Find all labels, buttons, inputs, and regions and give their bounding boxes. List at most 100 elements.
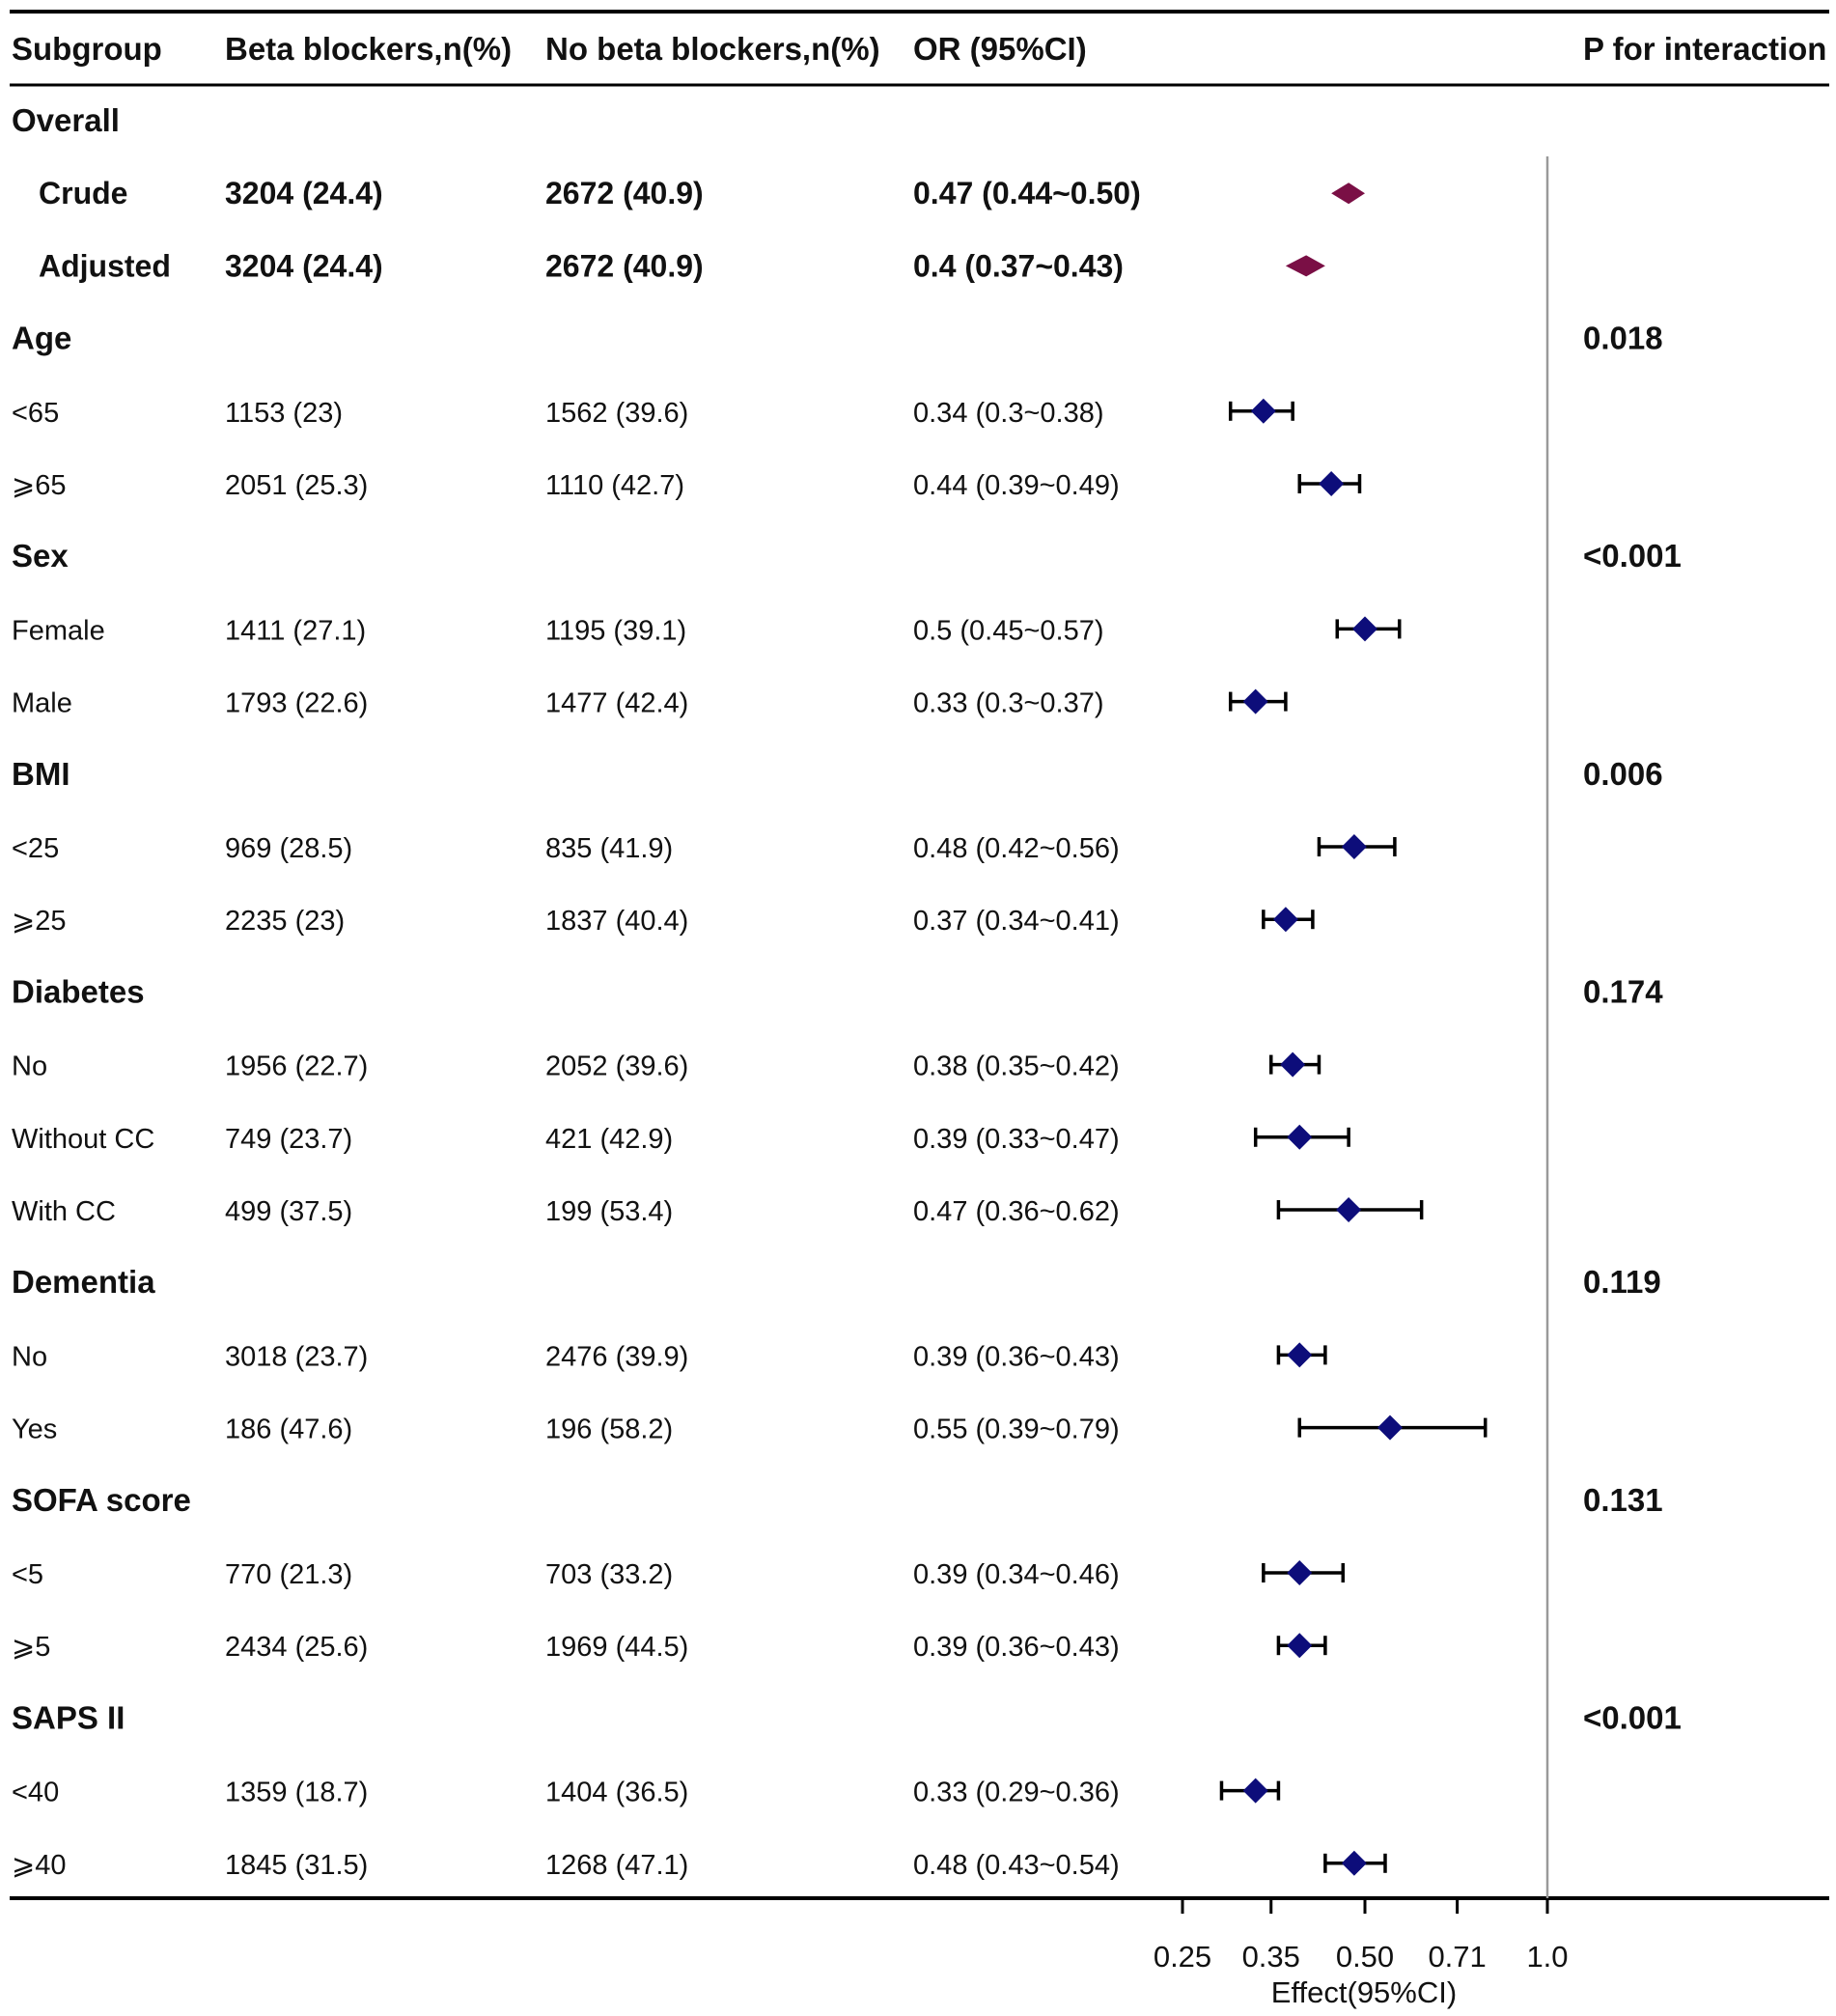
nobeta-value: 1195 (39.1) xyxy=(545,615,686,646)
nobeta-value: 1404 (36.5) xyxy=(545,1778,688,1808)
subgroup-label: Yes xyxy=(12,1414,57,1445)
or-value: 0.39 (0.34~0.46) xyxy=(913,1559,1120,1590)
group-label: Sex xyxy=(12,538,69,574)
or-value: 0.38 (0.35~0.42) xyxy=(913,1051,1120,1082)
overall-label: Adjusted xyxy=(39,248,171,283)
overall-label: Crude xyxy=(39,176,127,210)
or-value: 0.47 (0.44~0.50) xyxy=(913,176,1141,210)
point-estimate xyxy=(1352,616,1377,642)
beta-value: 499 (37.5) xyxy=(225,1196,352,1227)
nobeta-value: 1837 (40.4) xyxy=(545,906,688,937)
beta-value: 3018 (23.7) xyxy=(225,1341,368,1372)
nobeta-value: 2052 (39.6) xyxy=(545,1051,688,1082)
nobeta-value: 2476 (39.9) xyxy=(545,1341,688,1372)
p-interaction: 0.018 xyxy=(1583,321,1663,356)
point-estimate xyxy=(1287,1633,1313,1659)
header-beta: Beta blockers,n(%) xyxy=(225,31,512,67)
nobeta-value: 1477 (42.4) xyxy=(545,688,688,719)
or-value: 0.5 (0.45~0.57) xyxy=(913,615,1104,646)
p-interaction: 0.119 xyxy=(1583,1264,1661,1300)
beta-value: 186 (47.6) xyxy=(225,1414,352,1445)
subgroup-label: ⩾5 xyxy=(12,1632,50,1663)
header-p: P for interaction xyxy=(1583,31,1826,67)
or-value: 0.55 (0.39~0.79) xyxy=(913,1414,1120,1445)
nobeta-value: 196 (58.2) xyxy=(545,1414,673,1445)
subgroup-label: Female xyxy=(12,615,105,646)
p-interaction: <0.001 xyxy=(1583,1699,1682,1735)
point-estimate xyxy=(1272,907,1298,933)
point-estimate xyxy=(1242,688,1268,714)
group-label: Diabetes xyxy=(12,973,145,1009)
point-estimate xyxy=(1336,1197,1362,1222)
subgroup-label: <5 xyxy=(12,1559,43,1590)
group-label: Dementia xyxy=(12,1264,155,1300)
group-label: BMI xyxy=(12,756,70,792)
beta-value: 1956 (22.7) xyxy=(225,1051,368,1082)
beta-value: 969 (28.5) xyxy=(225,833,352,864)
subgroup-label: <25 xyxy=(12,833,59,864)
x-tick-label: 0.35 xyxy=(1242,1940,1300,1974)
group-label: Age xyxy=(12,321,71,356)
point-estimate xyxy=(1250,398,1276,424)
beta-value: 2051 (25.3) xyxy=(225,470,368,501)
p-interaction: 0.131 xyxy=(1583,1482,1663,1518)
beta-value: 2235 (23) xyxy=(225,906,345,937)
x-tick-label: 0.71 xyxy=(1428,1940,1486,1974)
beta-value: 770 (21.3) xyxy=(225,1559,352,1590)
subgroup-label: No xyxy=(12,1051,47,1082)
point-estimate xyxy=(1341,834,1367,859)
beta-value: 1153 (23) xyxy=(225,398,343,429)
point-estimate xyxy=(1319,471,1345,496)
or-value: 0.47 (0.36~0.62) xyxy=(913,1196,1120,1227)
subgroup-label: ⩾65 xyxy=(12,470,67,501)
or-value: 0.39 (0.33~0.47) xyxy=(913,1124,1120,1155)
nobeta-value: 199 (53.4) xyxy=(545,1196,673,1227)
or-value: 0.4 (0.37~0.43) xyxy=(913,248,1124,283)
x-tick-label: 0.25 xyxy=(1154,1940,1211,1974)
point-estimate xyxy=(1242,1778,1268,1804)
point-estimate xyxy=(1377,1414,1403,1441)
beta-value: 749 (23.7) xyxy=(225,1124,352,1155)
nobeta-value: 703 (33.2) xyxy=(545,1559,673,1590)
nobeta-value: 1562 (39.6) xyxy=(545,398,688,429)
x-axis-label: Effect(95%CI) xyxy=(1271,1975,1457,2009)
beta-value: 2434 (25.6) xyxy=(225,1632,368,1663)
group-label: SOFA score xyxy=(12,1482,191,1518)
beta-value: 1845 (31.5) xyxy=(225,1850,368,1881)
subgroup-label: <65 xyxy=(12,398,59,429)
group-label: Overall xyxy=(12,102,120,138)
nobeta-value: 421 (42.9) xyxy=(545,1124,673,1155)
x-tick-label: 0.50 xyxy=(1336,1940,1394,1974)
subgroup-label: Male xyxy=(12,688,72,719)
overall-diamond xyxy=(1285,255,1325,277)
overall-diamond xyxy=(1331,182,1365,205)
point-estimate xyxy=(1287,1560,1313,1585)
beta-value: 1411 (27.1) xyxy=(225,615,366,646)
point-estimate xyxy=(1287,1342,1313,1368)
or-value: 0.37 (0.34~0.41) xyxy=(913,906,1120,937)
or-value: 0.34 (0.3~0.38) xyxy=(913,398,1104,429)
p-interaction: <0.001 xyxy=(1583,538,1682,574)
or-value: 0.33 (0.3~0.37) xyxy=(913,688,1104,719)
x-tick-label: 1.0 xyxy=(1526,1940,1568,1974)
nobeta-value: 1969 (44.5) xyxy=(545,1632,688,1663)
point-estimate xyxy=(1341,1850,1367,1876)
beta-value: 1793 (22.6) xyxy=(225,688,368,719)
subgroup-label: <40 xyxy=(12,1778,59,1808)
or-value: 0.39 (0.36~0.43) xyxy=(913,1341,1120,1372)
or-value: 0.33 (0.29~0.36) xyxy=(913,1778,1120,1808)
header-or: OR (95%CI) xyxy=(913,31,1087,67)
header-subgroup: Subgroup xyxy=(12,31,162,67)
point-estimate xyxy=(1287,1124,1313,1150)
nobeta-value: 2672 (40.9) xyxy=(545,176,704,210)
p-interaction: 0.174 xyxy=(1583,973,1663,1009)
beta-value: 1359 (18.7) xyxy=(225,1778,368,1808)
or-value: 0.48 (0.42~0.56) xyxy=(913,833,1120,864)
beta-value: 3204 (24.4) xyxy=(225,248,383,283)
p-interaction: 0.006 xyxy=(1583,756,1663,792)
nobeta-value: 1110 (42.7) xyxy=(545,470,684,501)
subgroup-label: ⩾25 xyxy=(12,906,67,937)
nobeta-value: 835 (41.9) xyxy=(545,833,673,864)
point-estimate xyxy=(1280,1051,1306,1078)
